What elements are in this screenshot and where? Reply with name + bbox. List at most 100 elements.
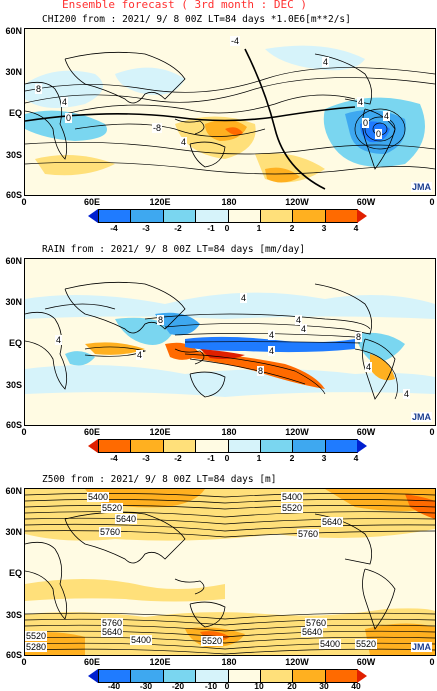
colorbar-triangle-left [88, 669, 98, 683]
lat-label: 60N [5, 256, 22, 266]
contour-label: 4 [240, 293, 248, 303]
lon-label: 0 [21, 427, 27, 437]
colorbar-swatch [260, 210, 294, 222]
lat-label: EQ [8, 568, 22, 578]
lon-label: 0 [429, 657, 435, 667]
colorbar-swatch [196, 210, 229, 222]
map-rain: JMA 4 8 4 4 4 4 8 8 4 4 4 4 [24, 258, 436, 426]
lat-label: 30S [5, 380, 22, 390]
colorbar-tick: 1 [256, 453, 262, 463]
lon-label: 60W [356, 197, 376, 207]
colorbar-swatch [196, 440, 229, 452]
colorbar-tick: 0 [224, 223, 230, 233]
contour-label: 5520 [355, 639, 378, 649]
contour-label: 8 [157, 315, 165, 325]
colorbar-tick: -2 [174, 453, 182, 463]
colorbar-swatch [99, 210, 132, 222]
contour-label: 4 [365, 362, 373, 372]
lon-label: 60W [356, 427, 376, 437]
lat-label: EQ [8, 108, 22, 118]
colorbar-swatch [293, 440, 326, 452]
map-chi200: JMA -4 4 8 4 0 -8 4 4 0 4 0 [24, 28, 436, 196]
map-z500: JMA 5400 5520 5640 5760 5400 5520 5640 5… [24, 488, 436, 656]
colorbar-tick: -4 [110, 453, 118, 463]
colorbar-triangle-left [88, 209, 98, 223]
lat-label: 30S [5, 610, 22, 620]
colorbar-tick: 3 [321, 223, 327, 233]
contour-label: 5400 [130, 635, 153, 645]
contour-label: 4 [136, 350, 144, 360]
jma-logo: JMA [410, 182, 432, 192]
colorbar-tick: 2 [289, 453, 295, 463]
contour-label: 5520 [25, 631, 48, 641]
colorbar-tick: -3 [142, 453, 150, 463]
lat-label: 60S [5, 190, 22, 200]
colorbar-tick: 30 [319, 681, 329, 691]
colorbar-tick: 4 [353, 223, 359, 233]
lon-label: 120W [285, 197, 309, 207]
contour-label: 4 [295, 315, 303, 325]
lon-label: 0 [21, 657, 27, 667]
colorbar-swatch [228, 210, 261, 222]
colorbar-tick: -10 [204, 681, 218, 691]
colorbar-swatch [131, 440, 164, 452]
page-title: Ensemble forecast ( 3rd month : DEC ) [62, 0, 308, 11]
contour-label: 5640 [101, 627, 124, 637]
rain-panel: RAIN from : 2021/ 9/ 8 00Z LT=84 days [m… [0, 244, 437, 463]
lat-label: 60S [5, 650, 22, 660]
colorbar-tick: 20 [287, 681, 297, 691]
colorbar-swatch [163, 440, 197, 452]
lon-label: 120W [285, 427, 309, 437]
contour-label: -8 [152, 123, 163, 133]
chi200-panel: CHI200 from : 2021/ 9/ 8 00Z LT=84 days … [0, 14, 437, 233]
colorbar-tick: 4 [353, 453, 359, 463]
contour-label: 4 [322, 57, 330, 67]
contour-label: 5400 [319, 639, 342, 649]
contour-label: 8 [355, 332, 363, 342]
colorbar-tick: -1 [207, 453, 215, 463]
lat-label: 30N [5, 527, 22, 537]
panel-title: Z500 from : 2021/ 9/ 8 00Z LT=84 days [m… [42, 474, 277, 485]
contour-label: 0 [65, 113, 73, 123]
colorbar-tick: 40 [351, 681, 361, 691]
jma-logo: JMA [410, 412, 432, 422]
colorbar-tick: -40 [107, 681, 121, 691]
lon-label: 120E [149, 427, 171, 437]
lat-label: 30N [5, 297, 22, 307]
contour-label: 4 [268, 346, 276, 356]
colorbar-tick: -1 [207, 223, 215, 233]
colorbar-tick: 2 [289, 223, 295, 233]
contour-label: 5760 [101, 618, 124, 628]
lon-label: 180 [221, 427, 237, 437]
colorbar-swatch [163, 670, 197, 682]
lat-label: 30N [5, 67, 22, 77]
colorbar-tick: -4 [110, 223, 118, 233]
colorbar-tick: -30 [139, 681, 153, 691]
lon-label: 120E [149, 657, 171, 667]
colorbar-triangle-right [357, 669, 367, 683]
colorbar-swatch [293, 670, 326, 682]
contour-label: 4 [300, 324, 308, 334]
contour-label: 8 [257, 366, 265, 376]
lat-label: 30S [5, 150, 22, 160]
colorbar-tick: 0 [224, 453, 230, 463]
lon-label: 120W [285, 657, 309, 667]
colorbar-triangle-right [357, 439, 367, 453]
colorbar-swatch [99, 440, 132, 452]
contour-label: 5760 [297, 529, 320, 539]
lon-label: 0 [429, 197, 435, 207]
lon-label: 60E [83, 427, 101, 437]
contour-label: 5640 [115, 514, 138, 524]
colorbar-swatch [163, 210, 197, 222]
colorbar-tick: -3 [142, 223, 150, 233]
colorbar-tick: 10 [254, 681, 264, 691]
colorbar-swatch [99, 670, 132, 682]
contour-label: 8 [35, 84, 43, 94]
contour-label: 5280 [25, 642, 48, 652]
contour-label: 5760 [99, 527, 122, 537]
colorbar-swatch [325, 440, 357, 452]
lat-label: 60S [5, 420, 22, 430]
lon-label: 0 [429, 427, 435, 437]
contour-label: -4 [230, 36, 241, 46]
colorbar-swatch [325, 210, 357, 222]
